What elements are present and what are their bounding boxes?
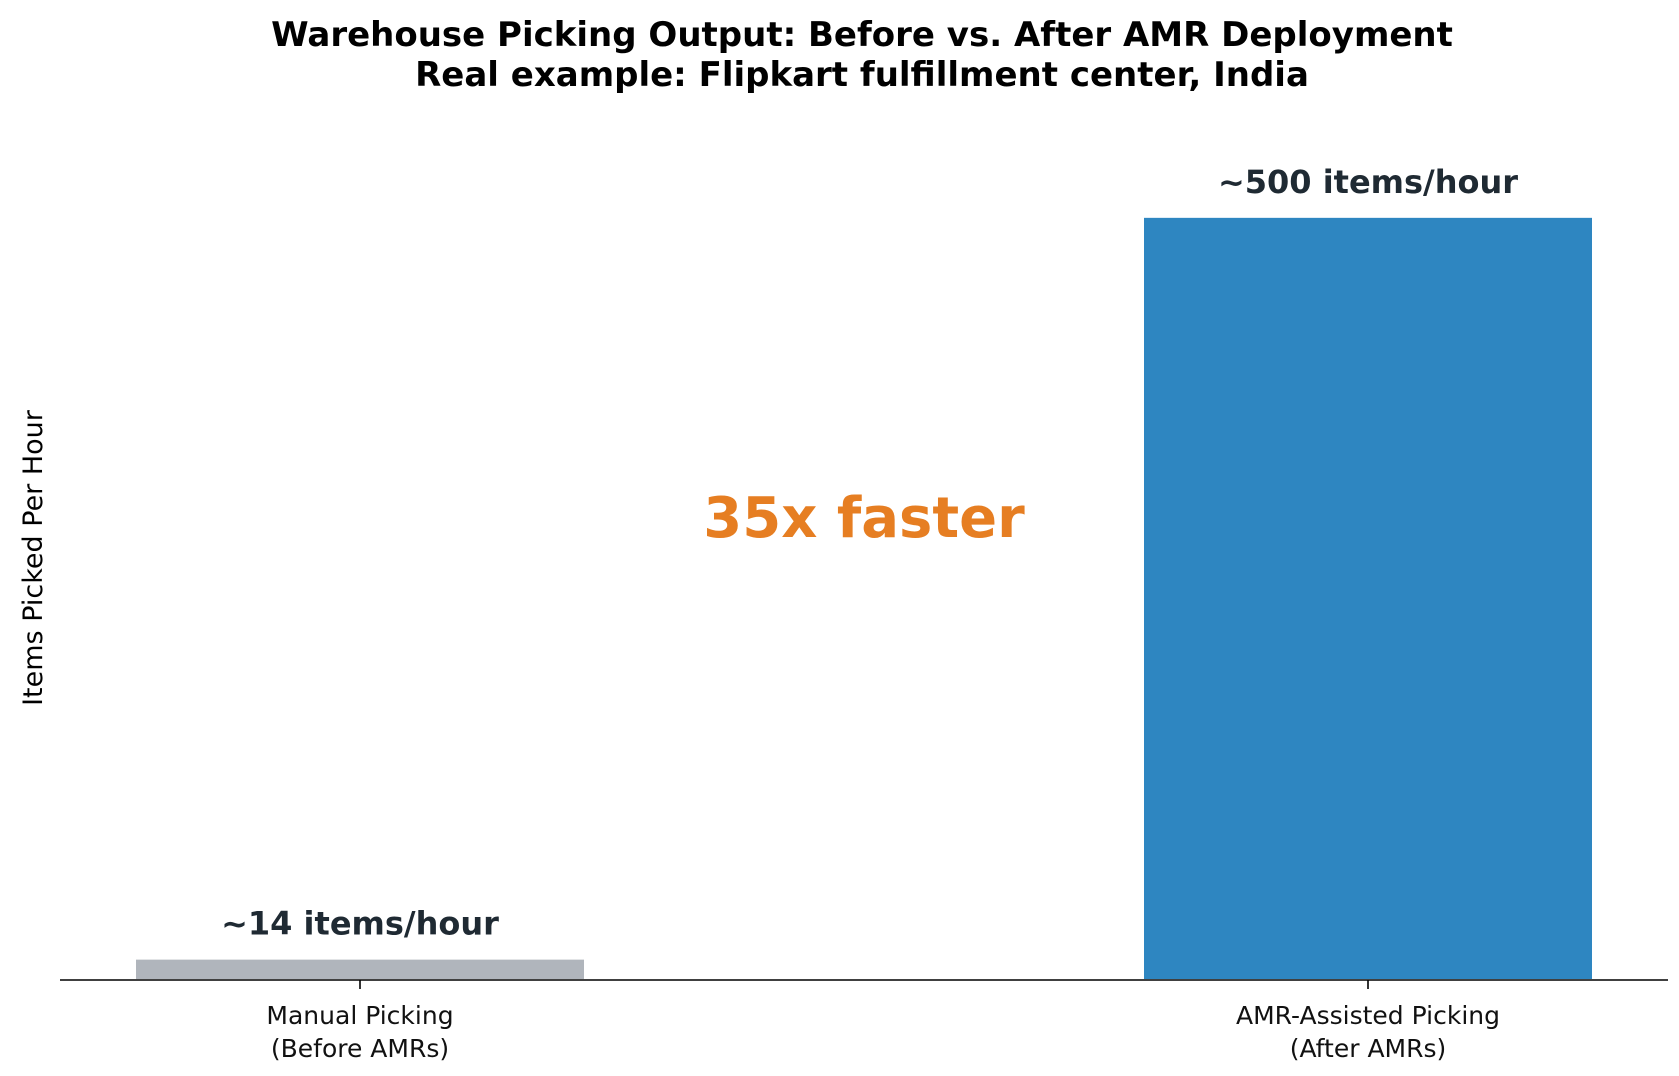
x-tick-label-1-1: (After AMRs) [1290,1034,1447,1063]
speedup-annotation: 35x faster [703,486,1025,551]
data-labels-group: ~14 items/hour ~500 items/hour [221,163,1518,943]
chart-subtitle: Real example: Flipkart fulfillment cente… [415,55,1309,95]
chart-title: Warehouse Picking Output: Before vs. Aft… [271,15,1453,55]
x-ticks-group: Manual Picking (Before AMRs) AMR-Assisted … [266,980,1500,1063]
y-axis-label: Items Picked Per Hour [18,409,49,706]
x-tick-label-0-1: (Before AMRs) [271,1034,449,1063]
x-tick-label-0-0: Manual Picking [266,1001,453,1030]
bar-0 [134,957,586,982]
data-label-0: ~14 items/hour [221,905,499,943]
data-label-1: ~500 items/hour [1218,163,1518,201]
bar-1 [1142,215,1594,981]
x-tick-label-1-0: AMR-Assisted Picking [1236,1001,1500,1030]
bars-group [134,215,1594,982]
